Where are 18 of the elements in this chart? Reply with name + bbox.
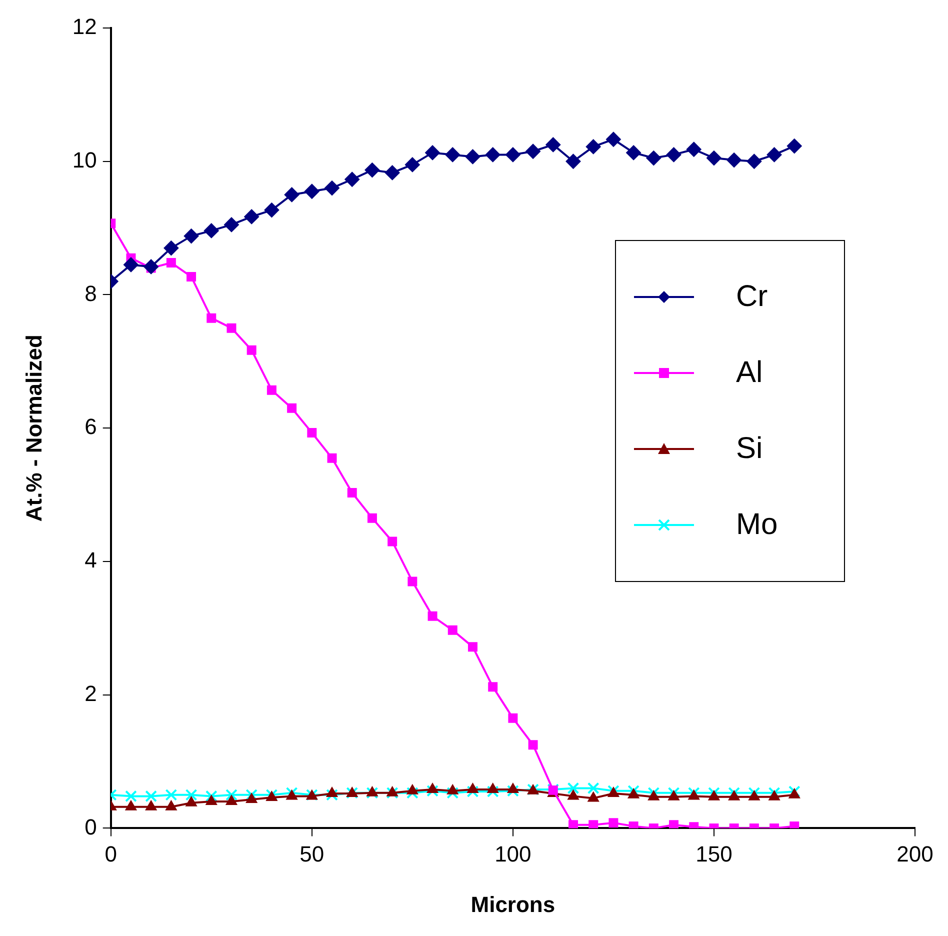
y-tick-label: 0 <box>84 814 97 840</box>
y-tick-label: 10 <box>72 147 97 172</box>
legend-label: Cr <box>736 280 768 314</box>
legend-label: Si <box>736 432 763 466</box>
x-tick-label: 50 <box>300 841 324 866</box>
y-tick-label: 4 <box>84 548 97 573</box>
x-tick-label: 150 <box>696 841 732 866</box>
y-tick-label: 6 <box>84 414 97 440</box>
y-tick-label: 8 <box>84 280 97 306</box>
x-axis-title: Microns <box>470 892 556 917</box>
x-tick-label: 100 <box>494 841 532 866</box>
legend-label: Mo <box>736 508 778 542</box>
x-tick-label: 200 <box>896 841 934 866</box>
legend-label: Al <box>736 356 763 390</box>
x-tick-label: 0 <box>104 841 117 866</box>
y-tick-label: 2 <box>84 680 97 706</box>
y-axis-title: At.% - Normalized <box>21 334 46 522</box>
y-tick-label: 12 <box>72 14 97 40</box>
